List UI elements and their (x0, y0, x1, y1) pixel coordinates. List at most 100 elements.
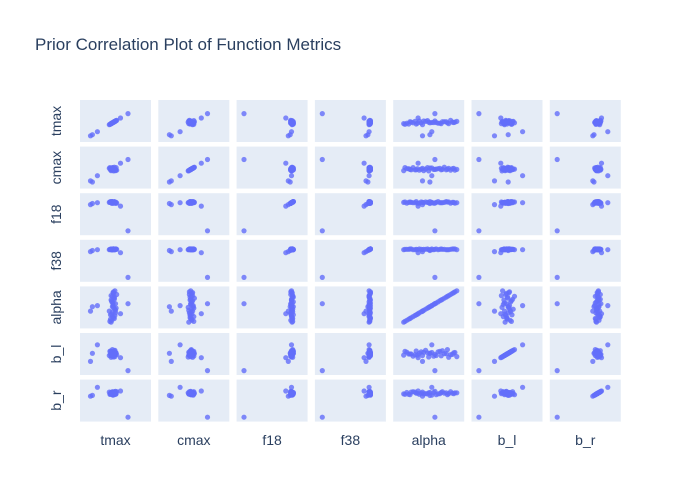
data-point-b_r-vs-f38 (361, 388, 367, 394)
data-point-f38-vs-alpha (429, 247, 435, 253)
data-point-f18-vs-b_l (498, 203, 504, 209)
data-point-b_r-vs-alpha (419, 393, 426, 399)
data-point-b_l-vs-b_l (498, 355, 504, 361)
data-point-f18-vs-tmax (117, 203, 124, 209)
data-point-b_r-vs-alpha (427, 392, 433, 398)
data-point-alpha-vs-tmax (113, 305, 119, 311)
data-point-cmax-vs-tmax (117, 160, 124, 166)
data-point-b_r-vs-b_l (498, 388, 504, 394)
plot-cell-alpha-vs-f18 (236, 286, 308, 329)
data-point-alpha-vs-b_l (508, 318, 514, 324)
data-point-f18-vs-f38 (319, 228, 325, 234)
data-point-cmax-vs-tmax (111, 166, 117, 172)
data-point-cmax-vs-b_l (476, 156, 482, 163)
data-point-b_l-vs-alpha (415, 355, 421, 361)
data-point-b_l-vs-alpha (431, 353, 437, 359)
data-point-f38-vs-b_r (598, 250, 605, 256)
chart-title: Prior Correlation Plot of Function Metri… (35, 35, 341, 54)
data-point-alpha-vs-alpha (415, 311, 421, 317)
data-point-f18-vs-alpha (415, 203, 421, 209)
data-point-b_r-vs-tmax (94, 384, 100, 390)
data-point-tmax-vs-alpha (437, 120, 443, 126)
data-point-b_l-vs-tmax (125, 368, 131, 374)
data-point-alpha-vs-f38 (367, 290, 373, 296)
data-point-cmax-vs-alpha (418, 166, 424, 172)
data-point-alpha-vs-b_l (498, 311, 504, 317)
data-point-cmax-vs-b_l (520, 173, 526, 179)
data-point-b_r-vs-tmax (117, 388, 124, 394)
data-point-f18-vs-alpha (429, 200, 435, 206)
data-point-f38-vs-b_l (498, 250, 504, 256)
data-point-f38-vs-tmax (111, 246, 117, 252)
data-point-tmax-vs-alpha (415, 115, 421, 121)
data-point-f18-vs-tmax (111, 199, 117, 205)
plot-cell-f38-vs-tmax (80, 239, 151, 282)
data-point-cmax-vs-f18 (288, 173, 295, 179)
data-point-alpha-vs-b_l (505, 304, 511, 310)
data-point-f18-vs-b_l (505, 200, 511, 207)
plot-cell-b_l-vs-f18 (236, 333, 308, 375)
data-point-f18-vs-f18 (241, 228, 247, 234)
data-point-b_l-vs-alpha (437, 348, 443, 354)
data-point-b_l-vs-tmax (94, 342, 100, 348)
data-point-cmax-vs-alpha (429, 173, 435, 179)
plot-cell-b_r-vs-tmax (80, 379, 151, 422)
plot-cell-alpha-vs-f38 (314, 286, 386, 329)
data-point-alpha-vs-f38 (366, 303, 372, 309)
data-point-cmax-vs-f38 (366, 173, 372, 179)
data-point-tmax-vs-b_l (505, 132, 511, 138)
data-point-cmax-vs-alpha (431, 166, 437, 172)
data-point-b_l-vs-f18 (287, 350, 293, 356)
data-point-b_r-vs-alpha (449, 390, 455, 396)
data-point-tmax-vs-tmax (111, 119, 117, 125)
data-point-cmax-vs-alpha (443, 167, 449, 173)
data-point-cmax-vs-b_l (498, 160, 504, 166)
data-point-b_r-vs-tmax (111, 390, 117, 396)
data-point-alpha-vs-cmax (188, 309, 194, 315)
data-point-tmax-vs-tmax (89, 132, 95, 138)
plot-cell-cmax-vs-f18 (236, 146, 308, 189)
data-point-cmax-vs-alpha (432, 156, 438, 163)
data-point-f18-vs-b_l (476, 228, 482, 234)
data-point-f38-vs-alpha (443, 247, 449, 253)
data-point-b_r-vs-f18 (288, 384, 295, 390)
data-point-b_r-vs-alpha (429, 384, 435, 390)
data-point-f38-vs-tmax (89, 247, 95, 254)
data-point-f18-vs-alpha (437, 200, 443, 206)
data-point-cmax-vs-b_r (605, 173, 611, 179)
data-point-f38-vs-f18 (241, 274, 247, 280)
plot-cell-f38-vs-b_l (471, 239, 543, 282)
data-point-f38-vs-f38 (366, 247, 372, 253)
data-point-f38-vs-alpha (432, 274, 438, 280)
data-point-b_r-vs-b_r (554, 414, 560, 420)
data-point-b_l-vs-alpha (454, 354, 460, 360)
data-point-alpha-vs-cmax (204, 301, 211, 307)
x-axis-label-alpha: alpha (412, 432, 446, 448)
data-point-alpha-vs-cmax (198, 311, 204, 317)
plot-cell-f18-vs-f18 (236, 193, 308, 236)
data-point-alpha-vs-alpha (437, 298, 443, 304)
data-point-f18-vs-alpha (432, 228, 438, 234)
data-point-b_l-vs-alpha (419, 358, 426, 364)
data-point-b_r-vs-b_l (505, 392, 511, 398)
plot-cell-b_l-vs-b_r (549, 333, 621, 375)
data-point-tmax-vs-alpha (432, 111, 438, 117)
y-axis-label-b_r: b_r (48, 390, 64, 411)
data-point-b_l-vs-cmax (189, 351, 195, 357)
data-point-b_l-vs-tmax (111, 351, 117, 357)
data-point-alpha-vs-cmax (166, 304, 172, 310)
data-point-cmax-vs-cmax (177, 173, 183, 179)
data-point-f18-vs-alpha (449, 199, 455, 205)
data-point-b_r-vs-f38 (365, 392, 371, 398)
data-point-alpha-vs-f18 (289, 290, 295, 296)
data-point-f38-vs-cmax (189, 246, 195, 252)
data-point-alpha-vs-b_l (520, 303, 526, 309)
plot-cell-b_r-vs-cmax (158, 379, 230, 422)
data-point-tmax-vs-alpha (429, 129, 435, 135)
data-point-cmax-vs-cmax (198, 160, 204, 166)
data-point-tmax-vs-cmax (166, 132, 172, 138)
data-point-tmax-vs-f38 (319, 111, 325, 117)
data-point-cmax-vs-alpha (449, 166, 455, 172)
x-axis-label-cmax: cmax (177, 432, 210, 448)
data-point-tmax-vs-f38 (366, 129, 372, 135)
